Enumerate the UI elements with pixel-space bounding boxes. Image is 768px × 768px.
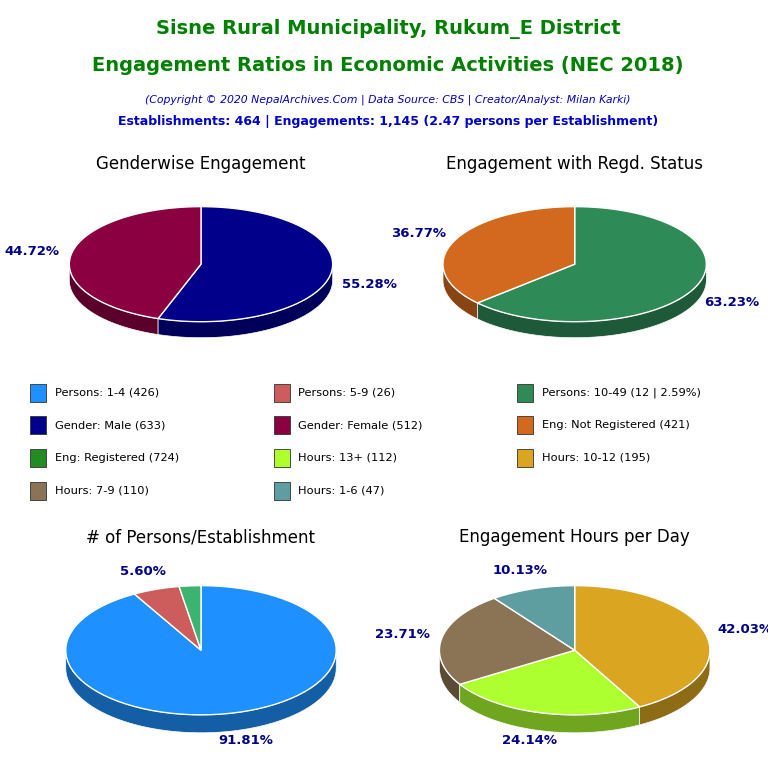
Text: Persons: 1-4 (426): Persons: 1-4 (426) [55,388,159,398]
Text: Genderwise Engagement: Genderwise Engagement [96,155,306,174]
Polygon shape [574,586,710,707]
Polygon shape [495,586,574,650]
Polygon shape [460,684,640,733]
Text: Persons: 10-49 (12 | 2.59%): Persons: 10-49 (12 | 2.59%) [541,387,700,398]
Bar [517,449,533,467]
Text: Hours: 13+ (112): Hours: 13+ (112) [298,453,397,463]
Text: Establishments: 464 | Engagements: 1,145 (2.47 persons per Establishment): Establishments: 464 | Engagements: 1,145… [118,115,658,128]
Bar [30,416,46,434]
Bar [30,383,46,402]
Text: Eng: Registered (724): Eng: Registered (724) [55,453,179,463]
Polygon shape [158,264,333,338]
Bar [273,383,290,402]
Text: 91.81%: 91.81% [218,734,273,747]
Polygon shape [134,587,201,650]
Text: Hours: 10-12 (195): Hours: 10-12 (195) [541,453,650,463]
Polygon shape [443,207,574,303]
Polygon shape [640,650,710,725]
Polygon shape [179,586,201,650]
Polygon shape [460,650,640,715]
Polygon shape [69,264,158,335]
Text: 55.28%: 55.28% [343,278,397,291]
Text: 42.03%: 42.03% [717,623,768,636]
Text: Gender: Male (633): Gender: Male (633) [55,420,166,430]
Text: Sisne Rural Municipality, Rukum_E District: Sisne Rural Municipality, Rukum_E Distri… [156,19,620,39]
Polygon shape [478,207,707,322]
Text: Engagement Hours per Day: Engagement Hours per Day [459,528,690,546]
Text: 24.14%: 24.14% [502,734,558,747]
Text: Eng: Not Registered (421): Eng: Not Registered (421) [541,420,690,430]
Text: 5.60%: 5.60% [120,564,166,578]
Bar [30,482,46,500]
Text: Engagement Ratios in Economic Activities (NEC 2018): Engagement Ratios in Economic Activities… [92,56,684,75]
Text: Gender: Female (512): Gender: Female (512) [298,420,422,430]
Polygon shape [66,586,336,715]
Bar [517,383,533,402]
Text: Persons: 5-9 (26): Persons: 5-9 (26) [298,388,396,398]
Text: 23.71%: 23.71% [375,628,429,641]
Polygon shape [69,207,201,319]
Polygon shape [66,650,336,733]
Text: 63.23%: 63.23% [703,296,759,309]
Polygon shape [478,264,707,338]
Text: 36.77%: 36.77% [391,227,445,240]
Bar [30,449,46,467]
Text: Hours: 1-6 (47): Hours: 1-6 (47) [298,485,385,495]
Bar [517,416,533,434]
Text: 10.13%: 10.13% [492,564,547,577]
Text: 44.72%: 44.72% [5,245,60,258]
Text: Engagement with Regd. Status: Engagement with Regd. Status [446,155,703,174]
Text: (Copyright © 2020 NepalArchives.Com | Data Source: CBS | Creator/Analyst: Milan : (Copyright © 2020 NepalArchives.Com | Da… [145,94,631,105]
Polygon shape [443,264,478,319]
Bar [273,449,290,467]
Bar [273,416,290,434]
Polygon shape [439,598,574,684]
Text: # of Persons/Establishment: # of Persons/Establishment [87,528,316,546]
Text: Hours: 7-9 (110): Hours: 7-9 (110) [55,485,149,495]
Bar [273,482,290,500]
Polygon shape [439,650,460,702]
Polygon shape [158,207,333,322]
